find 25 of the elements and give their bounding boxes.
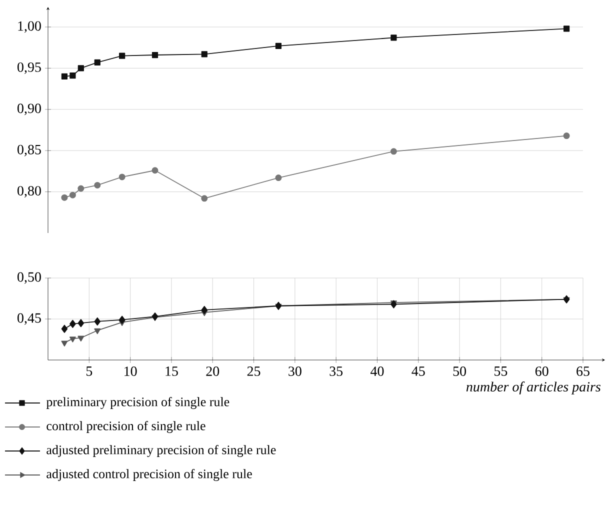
x-tick-label: 5 — [86, 366, 92, 376]
legend-label: adjusted preliminary precision of single rule — [46, 445, 276, 457]
y-tick-label: 1,00 — [18, 21, 41, 33]
x-tick-label: 25 — [247, 366, 260, 376]
y-tick-label: 0,90 — [18, 104, 41, 116]
y-tick-label: 0,50 — [18, 272, 41, 284]
legend-label: adjusted control precision of single rule — [46, 469, 252, 481]
y-tick-label: 0,45 — [18, 313, 41, 325]
x-tick-label: 30 — [288, 366, 302, 376]
x-tick-label: 15 — [166, 366, 178, 376]
x-tick-label: 40 — [370, 366, 384, 376]
y-tick-label: 0,85 — [18, 144, 41, 156]
x-tick-label: 45 — [412, 366, 425, 376]
x-tick-label: 50 — [453, 366, 466, 376]
legend-label: control precision of single rule — [46, 421, 206, 433]
x-tick-label: 55 — [494, 366, 508, 376]
y-tick-label: 0,95 — [18, 62, 41, 74]
x-tick-label: 20 — [206, 366, 220, 376]
y-tick-label: 0,80 — [18, 186, 41, 198]
x-tick-label: 65 — [576, 366, 590, 376]
x-tick-label: 10 — [124, 366, 137, 376]
x-axis-title: number of articles pairs — [466, 382, 600, 394]
legend-label: preliminary precision of single rule — [46, 397, 230, 409]
x-tick-label: 60 — [535, 366, 548, 376]
x-tick-label: 35 — [330, 366, 343, 376]
